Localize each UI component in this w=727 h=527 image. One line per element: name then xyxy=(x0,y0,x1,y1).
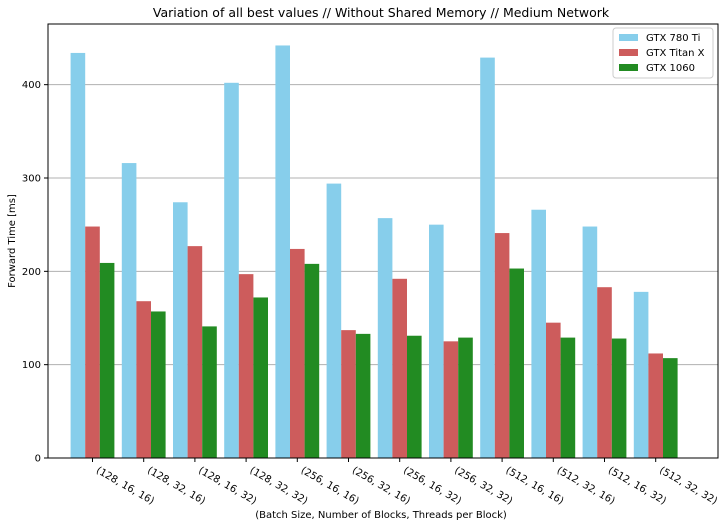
bar-gtx-1060-8 xyxy=(509,268,524,458)
bar-gtx-780-ti-1 xyxy=(121,163,137,459)
legend-swatch xyxy=(619,64,638,71)
y-axis-label: Forward Time [ms] xyxy=(7,194,18,288)
bar-gtx-titan-x-2 xyxy=(187,246,203,458)
bar-gtx-titan-x-9 xyxy=(546,322,561,458)
bar-gtx-titan-x-8 xyxy=(494,233,510,458)
y-axis-ticks: 0 100 200 300 400 xyxy=(22,80,48,465)
bar-gtx-titan-x-5 xyxy=(341,330,356,458)
legend-swatch xyxy=(619,34,638,41)
bars-group xyxy=(70,45,678,459)
bar-gtx-780-ti-2 xyxy=(173,202,188,458)
bar-gtx-1060-2 xyxy=(202,326,217,458)
bar-gtx-780-ti-7 xyxy=(429,224,444,458)
bar-gtx-780-ti-10 xyxy=(582,226,598,458)
legend-label: GTX 1060 xyxy=(646,63,695,74)
bar-gtx-1060-11 xyxy=(663,358,678,458)
bar-gtx-titan-x-10 xyxy=(597,287,612,458)
bar-gtx-1060-5 xyxy=(355,333,371,458)
bar-gtx-780-ti-9 xyxy=(531,209,546,458)
bar-gtx-1060-1 xyxy=(151,311,166,458)
bar-gtx-titan-x-0 xyxy=(85,226,100,458)
bar-gtx-titan-x-3 xyxy=(238,274,254,458)
bar-gtx-1060-9 xyxy=(560,337,576,458)
legend-label: GTX 780 Ti xyxy=(646,33,700,44)
legend-label: GTX Titan X xyxy=(646,48,705,59)
plot-frame xyxy=(47,23,719,459)
bar-gtx-1060-10 xyxy=(611,338,627,458)
bar-gtx-780-ti-11 xyxy=(633,291,649,458)
y-tick-label: 200 xyxy=(22,267,41,278)
bar-gtx-1060-4 xyxy=(304,263,320,458)
x-tick-label: (512, 32, 32) xyxy=(657,465,719,507)
bar-gtx-titan-x-4 xyxy=(290,248,305,458)
legend: GTX 780 Ti GTX Titan X GTX 1060 xyxy=(612,27,714,79)
y-tick-label: 300 xyxy=(22,174,41,185)
legend-swatch xyxy=(619,49,638,56)
bar-gtx-1060-3 xyxy=(253,297,268,458)
bar-gtx-titan-x-1 xyxy=(136,301,151,458)
bar-gtx-780-ti-5 xyxy=(326,183,342,458)
y-tick-label: 100 xyxy=(22,360,41,371)
bar-gtx-780-ti-4 xyxy=(275,45,290,458)
bar-gtx-780-ti-6 xyxy=(377,218,393,458)
x-axis-label: (Batch Size, Number of Blocks, Threads p… xyxy=(255,510,507,521)
bar-gtx-780-ti-0 xyxy=(70,52,86,458)
bar-gtx-titan-x-6 xyxy=(392,278,407,458)
bar-gtx-1060-7 xyxy=(458,337,473,458)
bar-gtx-titan-x-7 xyxy=(443,341,459,458)
bar-gtx-780-ti-8 xyxy=(480,57,495,458)
chart-title: Variation of all best values // Without … xyxy=(153,5,610,20)
bar-gtx-1060-6 xyxy=(407,335,422,458)
x-axis-ticks: (128, 16, 16)(128, 32, 16)(128, 16, 32)(… xyxy=(92,458,719,507)
y-tick-label: 400 xyxy=(22,80,41,91)
bar-gtx-780-ti-3 xyxy=(224,82,239,459)
bar-gtx-titan-x-11 xyxy=(648,353,663,458)
y-tick-label: 0 xyxy=(35,454,41,465)
bar-gtx-1060-0 xyxy=(99,262,115,458)
